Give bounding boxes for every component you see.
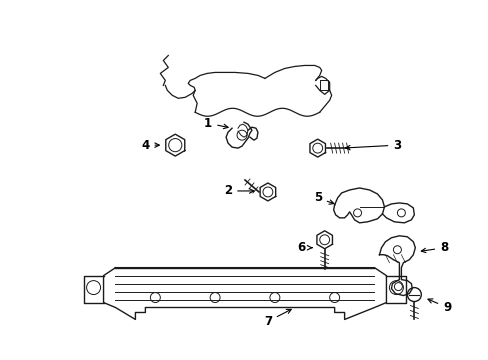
Text: 7: 7 [264,309,291,328]
Text: 4: 4 [141,139,159,152]
Text: 9: 9 [427,299,450,314]
Text: 2: 2 [224,184,253,197]
Text: 1: 1 [203,117,227,130]
Text: 8: 8 [421,241,447,254]
Text: 5: 5 [313,192,333,204]
Text: 3: 3 [345,139,401,152]
Text: 6: 6 [297,241,311,254]
